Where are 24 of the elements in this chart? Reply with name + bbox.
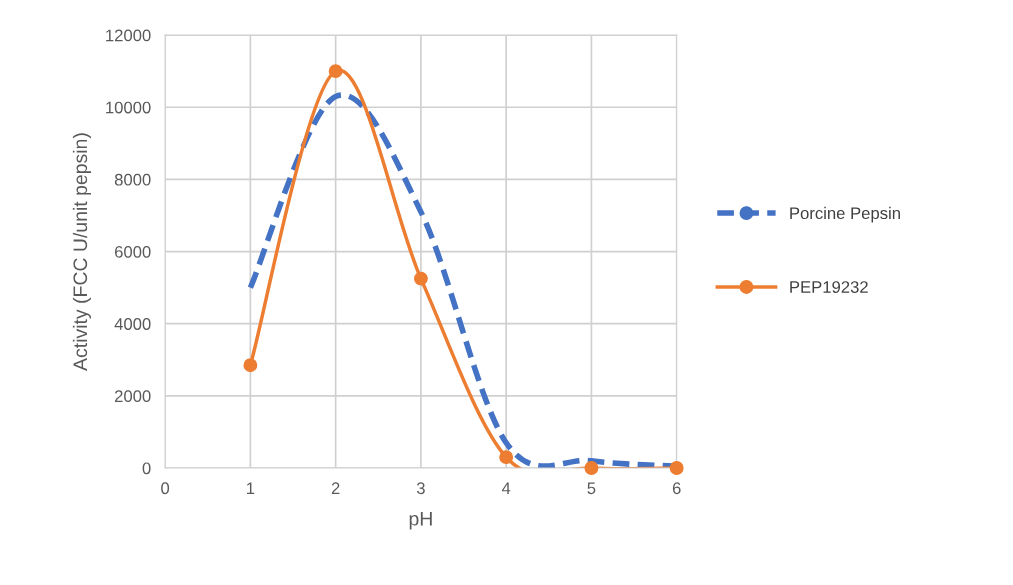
x-tick-label: 0 — [161, 482, 170, 495]
y-axis-title: Activity (FCC U/unit pepsin) — [72, 133, 91, 371]
legend-label: Porcine Pepsin — [790, 206, 900, 223]
point — [669, 461, 684, 475]
x-tick-label: 5 — [587, 482, 596, 495]
legend-label: PEP19232 — [790, 281, 868, 293]
x-tick-label: 6 — [672, 482, 681, 495]
y-tick-label: 2000 — [115, 390, 151, 403]
point — [243, 358, 258, 373]
x-axis-title: pH — [409, 512, 432, 530]
point — [413, 271, 428, 286]
x-tick-label: 3 — [416, 482, 425, 495]
y-tick-label: 4000 — [114, 318, 151, 330]
y-tick-label: 12000 — [106, 29, 151, 42]
x-tick-label: 4 — [501, 482, 511, 494]
y-tick-label: 6000 — [115, 245, 151, 258]
point — [499, 450, 514, 465]
y-tick-label: 10000 — [106, 101, 151, 114]
x-tick-label: 2 — [331, 482, 340, 494]
x-tick-label: 1 — [247, 482, 255, 494]
point — [584, 461, 599, 475]
y-tick-label: 8000 — [114, 173, 151, 186]
y-tick-label: 0 — [142, 462, 151, 475]
point — [328, 64, 343, 79]
